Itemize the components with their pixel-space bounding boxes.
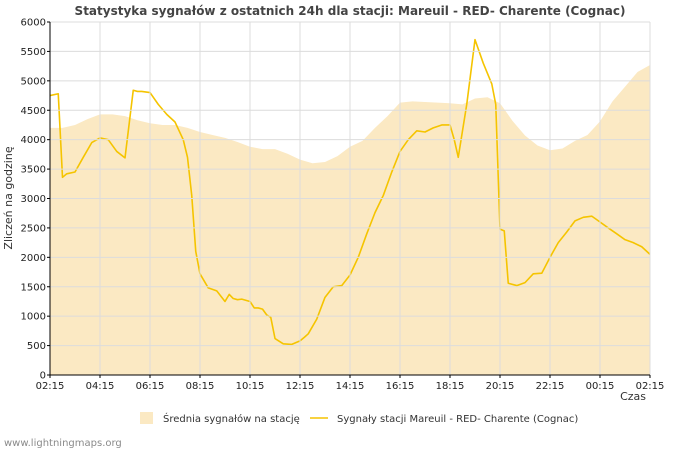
y-tick-label: 5000 — [21, 76, 46, 87]
y-tick-label: 500 — [27, 341, 46, 352]
x-tick-label: 12:15 — [286, 381, 315, 392]
y-tick-label: 2000 — [21, 253, 46, 264]
x-tick-label: 08:15 — [186, 381, 215, 392]
x-tick-label: 02:15 — [36, 381, 65, 392]
y-tick-label: 0 — [40, 371, 46, 382]
y-tick-label: 2500 — [21, 223, 46, 234]
x-tick-label: 06:15 — [136, 381, 165, 392]
x-axis-label: Czas — [620, 390, 646, 403]
y-tick-label: 3500 — [21, 165, 46, 176]
x-tick-label: 04:15 — [86, 381, 115, 392]
x-tick-label: 18:15 — [436, 381, 465, 392]
y-tick-label: 4000 — [21, 135, 46, 146]
y-tick-label: 1000 — [21, 312, 46, 323]
y-tick-label: 3000 — [21, 194, 46, 205]
x-tick-label: 14:15 — [336, 381, 365, 392]
chart-title: Statystyka sygnałów z ostatnich 24h dla … — [75, 4, 626, 18]
x-tick-label: 10:15 — [236, 381, 265, 392]
legend-label-station: Sygnały stacji Mareuil - RED- Charente (… — [337, 414, 578, 425]
x-tick-label: 02:15 — [636, 381, 665, 392]
y-tick-label: 4500 — [21, 106, 46, 117]
legend-label-average: Średnia sygnałów na stację — [163, 412, 300, 425]
y-tick-label: 1500 — [21, 282, 46, 293]
x-tick-label: 20:15 — [486, 381, 515, 392]
y-tick-label: 5500 — [21, 47, 46, 58]
x-tick-label: 00:15 — [586, 381, 615, 392]
credit-text: www.lightningmaps.org — [4, 438, 122, 449]
legend-swatch-average — [140, 412, 153, 424]
series-station-line — [49, 38, 651, 346]
x-tick-label: 22:15 — [536, 381, 565, 392]
x-tick-label: 16:15 — [386, 381, 415, 392]
y-tick-label: 6000 — [21, 18, 46, 29]
y-axis-label: Zliczeń na godzinę — [2, 146, 15, 249]
